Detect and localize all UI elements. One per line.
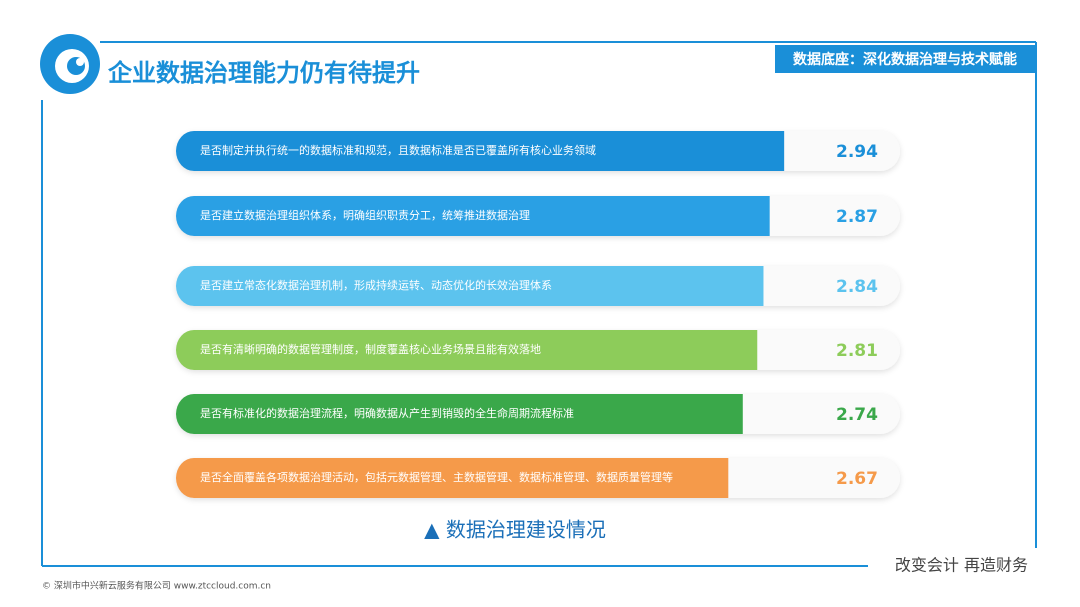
bar-label: 是否有清晰明确的数据管理制度，制度覆盖核心业务场景且能有效落地 [200, 342, 541, 356]
tag-box [775, 45, 1036, 73]
bar [176, 196, 770, 236]
value-label: 2.74 [836, 405, 878, 425]
title: 企业数据治理能力仍有待提升 [108, 59, 420, 87]
value-label: 2.67 [836, 469, 878, 489]
frame [41, 41, 1037, 567]
bar-label: 是否建立常态化数据治理机制，形成持续运转、动态优化的长效治理体系 [200, 278, 552, 292]
copyright: © 深圳市中兴新云服务有限公司 www.ztccloud.com.cn [42, 580, 271, 592]
value-label: 2.94 [836, 142, 878, 162]
bars: 是否制定并执行统一的数据标准和规范，且数据标准是否已覆盖所有核心业务领域 2.94… [176, 131, 900, 498]
tag: 数据底座：深化数据治理与技术赋能 [793, 51, 1017, 68]
bar-label: 是否全面覆盖各项数据治理活动，包括元数据管理、主数据管理、数据标准管理、数据质量… [200, 470, 673, 484]
bar-label: 是否建立数据治理组织体系，明确组织职责分工，统筹推进数据治理 [200, 208, 530, 222]
bar [176, 330, 758, 370]
value-label: 2.81 [836, 341, 878, 361]
bar [176, 266, 764, 306]
caption: ▲ 数据治理建设情况 [424, 518, 606, 542]
logo [40, 34, 100, 94]
bar-label: 是否制定并执行统一的数据标准和规范，且数据标准是否已覆盖所有核心业务领域 [200, 143, 596, 157]
value-label: 2.84 [836, 277, 878, 297]
value-label: 2.87 [836, 207, 878, 227]
bar [176, 458, 729, 498]
bar [176, 131, 785, 171]
bar [176, 394, 743, 434]
slogan: 改变会计 再造财务 [895, 556, 1028, 575]
bar-label: 是否有标准化的数据治理流程，明确数据从产生到销毁的全生命周期流程标准 [200, 406, 574, 420]
